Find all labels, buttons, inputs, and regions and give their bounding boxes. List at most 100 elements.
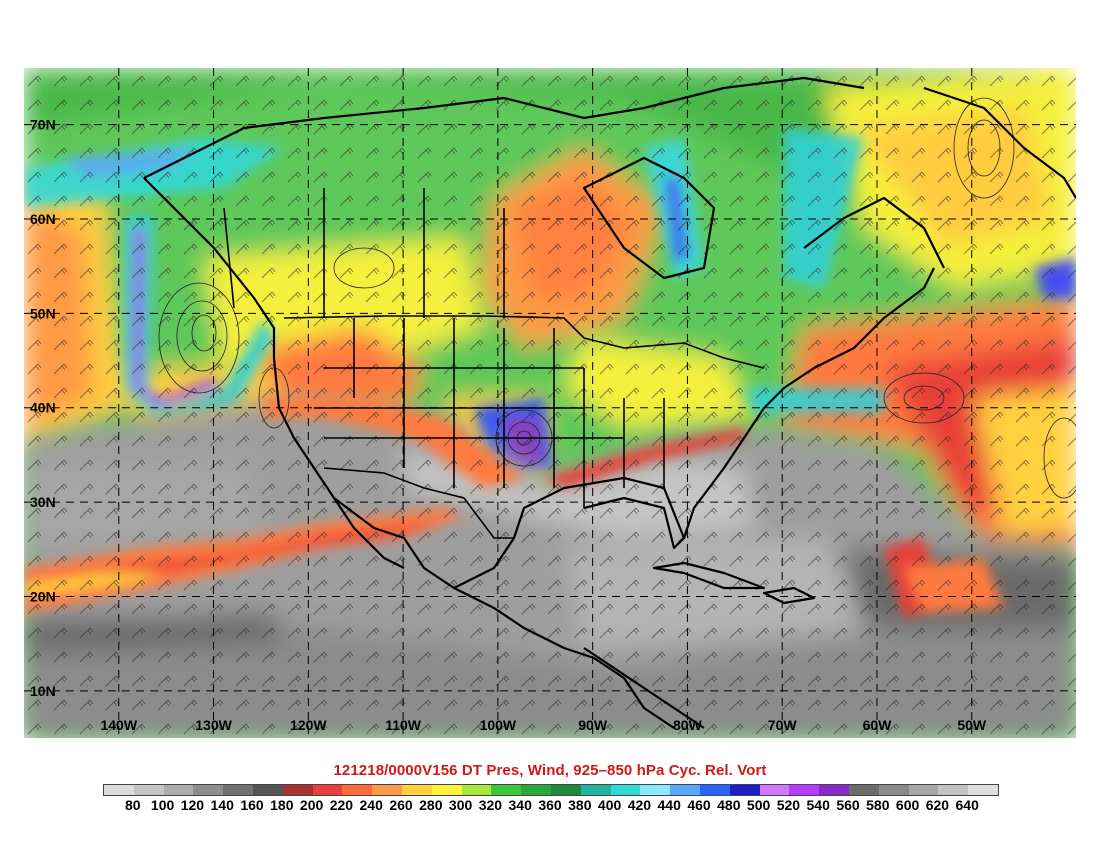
colorbar-label: 260 — [389, 797, 413, 813]
colorbar-label: 320 — [478, 797, 503, 813]
latitude-label: 70N — [30, 117, 56, 133]
colorbar-label: 560 — [836, 797, 860, 813]
longitude-label: 50W — [957, 717, 987, 733]
colorbar-label: 200 — [299, 797, 324, 813]
baja-california — [333, 497, 405, 569]
colorbar-swatch — [163, 785, 194, 795]
canada-arctic-coast — [143, 76, 865, 179]
latitude-labels: 70N 60N 50N 40N 30N 20N 10N — [30, 117, 56, 699]
colorbar-swatch — [461, 785, 492, 795]
colorbar-swatch — [968, 785, 998, 795]
colorbar-swatch — [670, 785, 700, 795]
colorbar-label: 180 — [270, 797, 294, 813]
colorbar-swatch — [223, 785, 253, 795]
colorbar-swatch — [401, 785, 432, 795]
colorbar-label: 460 — [687, 797, 711, 813]
map-panel: 70N 60N 50N 40N 30N 20N 10N 140W 130W 120W 110W 10… — [24, 68, 1076, 738]
colorbar-label: 220 — [329, 797, 354, 813]
coastlines-and-borders — [143, 76, 1076, 729]
vorticity-contours — [158, 97, 1076, 499]
colorbar-swatch — [878, 785, 909, 795]
colorbar-label: 420 — [627, 797, 652, 813]
longitude-label: 90W — [578, 717, 608, 733]
colorbar-swatch — [133, 785, 164, 795]
colorbar-label: 100 — [150, 797, 175, 813]
province-borders — [223, 188, 505, 318]
longitude-label: 70W — [768, 717, 798, 733]
colorbar-swatch — [491, 785, 522, 795]
labrador-coast — [803, 196, 945, 269]
colorbar-label: 140 — [210, 797, 234, 813]
colorbar-swatch — [193, 785, 224, 795]
colorbar-label: 580 — [866, 797, 890, 813]
colorbar-label: 80 — [125, 797, 141, 813]
longitude-label: 140W — [100, 717, 137, 733]
colorbar-label: 440 — [657, 797, 681, 813]
colorbar-swatch — [819, 785, 849, 795]
gulf-coast — [453, 476, 686, 589]
longitude-label: 130W — [195, 717, 232, 733]
colorbar-swatch — [729, 785, 760, 795]
central-america — [583, 647, 705, 729]
latitude-label: 30N — [30, 494, 56, 510]
colorbar-swatch — [521, 785, 551, 795]
north-america-west-coast — [143, 177, 675, 729]
colorbar-swatch — [699, 785, 730, 795]
latitude-label: 40N — [30, 400, 56, 416]
wind-barbs-layer — [24, 68, 1076, 738]
colorbar-swatch — [431, 785, 462, 795]
longitude-label: 80W — [673, 717, 703, 733]
us-mexico-border — [323, 467, 514, 539]
latitude-label: 50N — [30, 305, 56, 321]
colorbar-label: 520 — [776, 797, 801, 813]
colorbar-label: 640 — [955, 797, 979, 813]
colorbar-label: 620 — [925, 797, 950, 813]
colorbar-swatch — [908, 785, 939, 795]
hudson-bay — [582, 156, 716, 280]
longitude-label: 100W — [480, 717, 517, 733]
longitude-label: 60W — [863, 717, 893, 733]
latitude-label: 60N — [30, 211, 56, 227]
cuba — [652, 561, 766, 590]
colorbar-label: 240 — [359, 797, 383, 813]
colorbar-label: 380 — [568, 797, 592, 813]
colorbar-swatch — [580, 785, 611, 795]
colorbar-labels: 80 100 120 140 160 180 200 220 240 260 280 300 320 34… — [103, 797, 997, 815]
hispaniola — [762, 586, 816, 605]
colorbar-swatch — [848, 785, 879, 795]
longitude-label: 110W — [385, 717, 422, 733]
colorbar-swatch — [282, 785, 313, 795]
colorbar-swatch — [312, 785, 343, 795]
colorbar-swatch — [640, 785, 671, 795]
colorbar-swatch — [789, 785, 820, 795]
longitude-labels: 140W 130W 120W 110W 100W 90W 80W 70W 60W 50W — [100, 717, 986, 733]
latitude-label: 20N — [30, 588, 56, 604]
colorbar-label: 120 — [180, 797, 205, 813]
greenland-coast — [923, 86, 1076, 199]
us-canada-border — [283, 315, 765, 369]
colorbar-label: 540 — [806, 797, 830, 813]
colorbar-label: 160 — [240, 797, 264, 813]
longitude-label: 120W — [290, 717, 327, 733]
colorbar — [103, 784, 999, 796]
colorbar-swatch — [342, 785, 373, 795]
latitude-label: 10N — [30, 683, 56, 699]
colorbar-swatch — [104, 785, 134, 795]
colorbar-label: 500 — [746, 797, 771, 813]
colorbar-swatch — [252, 785, 283, 795]
colorbar-swatch — [759, 785, 790, 795]
colorbar-swatch — [550, 785, 581, 795]
east-coast — [682, 267, 935, 539]
map-title: 121218/0000V156 DT Pres, Wind, 925–850 h… — [333, 762, 767, 779]
colorbar-label: 600 — [895, 797, 920, 813]
colorbar-swatch — [610, 785, 641, 795]
colorbar-label: 360 — [538, 797, 562, 813]
colorbar-swatch — [372, 785, 402, 795]
colorbar-label: 480 — [717, 797, 741, 813]
graticule — [24, 68, 1076, 738]
colorbar-label: 280 — [419, 797, 443, 813]
colorbar-swatch — [938, 785, 969, 795]
colorbar-label: 300 — [448, 797, 473, 813]
colorbar-label: 400 — [597, 797, 622, 813]
colorbar-label: 340 — [508, 797, 532, 813]
